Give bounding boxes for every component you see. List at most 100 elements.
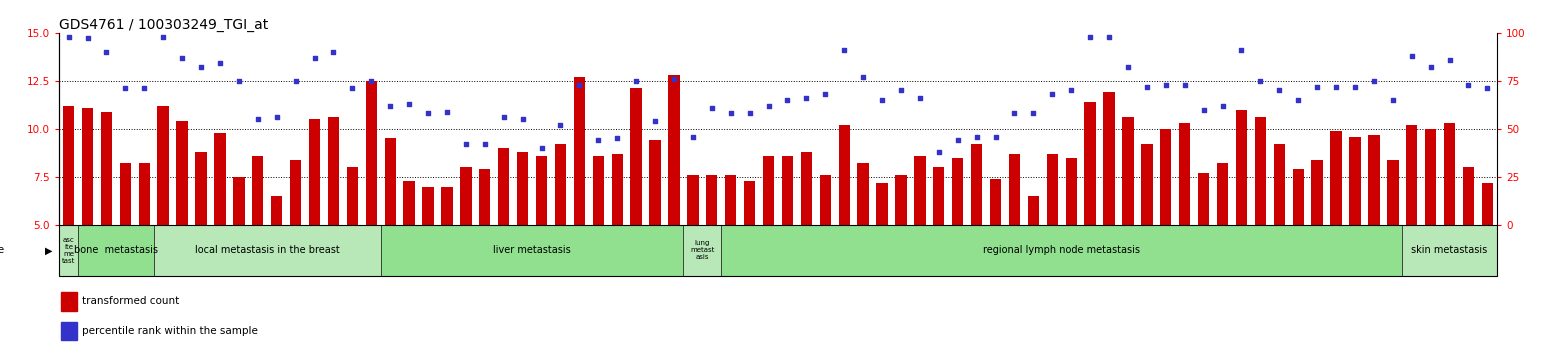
Bar [725, 175, 736, 225]
Bar [442, 187, 453, 225]
Point [983, 134, 1008, 139]
Bar [233, 177, 244, 225]
Text: transformed count: transformed count [82, 297, 180, 306]
Point [548, 122, 573, 128]
Point [1285, 97, 1310, 103]
Bar [1179, 123, 1190, 225]
Bar [990, 179, 1001, 225]
Point [170, 55, 194, 61]
Bar [328, 117, 339, 225]
Text: local metastasis in the breast: local metastasis in the breast [194, 245, 339, 256]
Point [359, 78, 384, 84]
Point [812, 91, 837, 97]
Text: GDS4761 / 100303249_TGI_at: GDS4761 / 100303249_TGI_at [59, 18, 268, 32]
Point [756, 103, 781, 109]
Bar [1274, 144, 1285, 225]
Bar [1161, 129, 1172, 225]
Point [1267, 87, 1291, 93]
Bar [820, 175, 831, 225]
Point [605, 136, 630, 142]
Bar [366, 81, 377, 225]
Point [473, 141, 498, 147]
Point [719, 111, 744, 117]
Point [643, 118, 668, 124]
Point [661, 76, 686, 82]
Bar [517, 152, 529, 225]
Text: lung
metast
asis: lung metast asis [691, 240, 714, 261]
Point [1134, 83, 1159, 89]
Point [151, 34, 176, 40]
Bar [196, 152, 207, 225]
Point [1418, 64, 1442, 70]
Point [1362, 78, 1386, 84]
Point [1380, 97, 1405, 103]
Bar [479, 169, 490, 225]
Point [738, 111, 762, 117]
Point [188, 64, 213, 70]
Point [339, 86, 364, 91]
Bar [1008, 154, 1021, 225]
Point [585, 138, 610, 143]
Bar [952, 158, 963, 225]
Point [1304, 83, 1329, 89]
Point [1211, 103, 1235, 109]
Bar [683, 225, 722, 276]
Bar [1217, 163, 1228, 225]
Bar [1463, 167, 1474, 225]
Bar [59, 225, 78, 276]
Point [1399, 53, 1424, 59]
Point [926, 149, 951, 155]
Point [870, 97, 895, 103]
Text: percentile rank within the sample: percentile rank within the sample [82, 326, 258, 336]
Point [283, 78, 308, 84]
Point [529, 145, 554, 151]
Point [699, 105, 724, 111]
Bar [574, 77, 585, 225]
Bar [1312, 160, 1323, 225]
Point [227, 78, 252, 84]
Text: ▶: ▶ [45, 245, 51, 256]
Point [624, 78, 649, 84]
Bar [535, 156, 548, 225]
Text: regional lymph node metastasis: regional lymph node metastasis [983, 245, 1141, 256]
Bar [1235, 110, 1248, 225]
Point [93, 49, 118, 55]
Bar [1425, 129, 1436, 225]
Bar [61, 292, 78, 311]
Bar [744, 181, 755, 225]
Bar [154, 225, 381, 276]
Bar [498, 148, 509, 225]
Bar [1293, 169, 1304, 225]
Bar [384, 138, 395, 225]
Bar [1198, 173, 1209, 225]
Bar [215, 133, 226, 225]
Bar [593, 156, 604, 225]
Bar [61, 322, 78, 340]
Bar [1368, 135, 1380, 225]
Bar [762, 156, 775, 225]
Bar [801, 152, 812, 225]
Text: asc
ite
me
tast: asc ite me tast [62, 237, 75, 264]
Point [1324, 83, 1349, 89]
Bar [1444, 123, 1455, 225]
Text: bone  metastasis: bone metastasis [73, 245, 157, 256]
Bar [138, 163, 149, 225]
Bar [62, 106, 75, 225]
Bar [78, 225, 154, 276]
Text: tissue: tissue [0, 245, 5, 256]
Bar [630, 89, 641, 225]
Bar [1103, 92, 1114, 225]
Bar [1066, 158, 1077, 225]
Bar [857, 163, 868, 225]
Bar [1407, 125, 1418, 225]
Bar [1349, 136, 1360, 225]
Point [492, 114, 517, 120]
Bar [706, 175, 717, 225]
Bar [555, 144, 566, 225]
Point [302, 55, 327, 61]
Point [453, 141, 478, 147]
Bar [289, 160, 302, 225]
Bar [1330, 131, 1341, 225]
Bar [1254, 117, 1267, 225]
Bar [781, 156, 794, 225]
